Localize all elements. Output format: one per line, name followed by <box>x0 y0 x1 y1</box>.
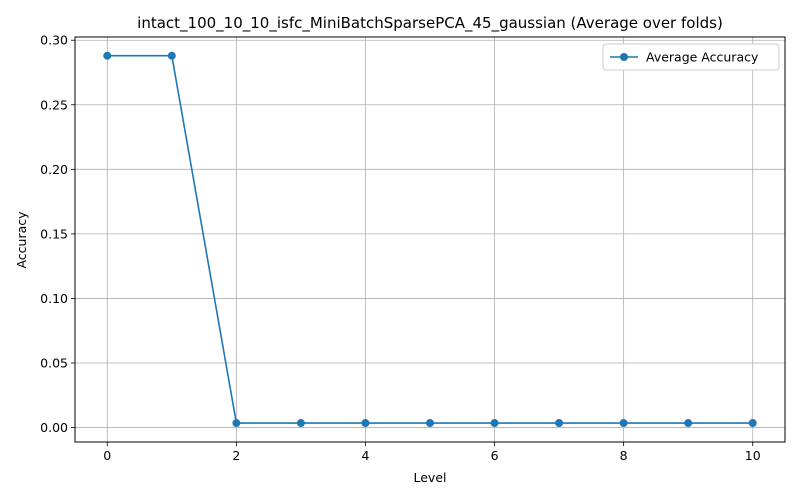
y-axis-label: Accuracy <box>14 211 29 269</box>
data-point <box>748 419 757 428</box>
x-tick-label: 0 <box>103 448 111 463</box>
data-point <box>619 419 628 428</box>
x-tick-label: 4 <box>361 448 369 463</box>
x-tick-label: 8 <box>620 448 628 463</box>
x-axis-label: Level <box>414 470 447 485</box>
data-point <box>103 51 112 60</box>
data-point <box>361 419 370 428</box>
plot-frame <box>74 36 786 443</box>
legend-box <box>602 43 780 71</box>
x-tick-label: 10 <box>745 448 761 463</box>
x-axis-ticks: 0 2 4 6 8 10 <box>103 442 761 463</box>
legend-label: Average Accuracy <box>646 50 759 65</box>
legend: Average Accuracy <box>602 43 780 71</box>
y-tick-label: 0.15 <box>40 226 68 241</box>
data-point <box>490 419 499 428</box>
y-tick-label: 0.05 <box>40 355 68 370</box>
data-point <box>555 419 564 428</box>
chart-title: intact_100_10_10_isfc_MiniBatchSparsePCA… <box>137 14 723 33</box>
data-point <box>426 419 434 428</box>
data-point <box>684 419 693 428</box>
x-tick-label: 6 <box>491 448 499 463</box>
y-tick-label: 0.25 <box>40 97 68 112</box>
y-tick-label: 0.00 <box>40 420 68 435</box>
data-point <box>232 419 241 428</box>
x-tick-label: 2 <box>232 448 240 463</box>
y-tick-label: 0.10 <box>40 291 68 306</box>
y-tick-label: 0.30 <box>40 33 68 48</box>
legend-marker-swatch <box>620 53 628 61</box>
data-point <box>296 419 305 428</box>
data-point <box>167 51 176 60</box>
series-layer <box>103 51 757 428</box>
y-tick-label: 0.20 <box>40 162 68 177</box>
y-axis-ticks: 0.00 0.05 0.10 0.15 0.20 0.25 0.30 <box>40 33 75 435</box>
grid <box>75 37 785 442</box>
